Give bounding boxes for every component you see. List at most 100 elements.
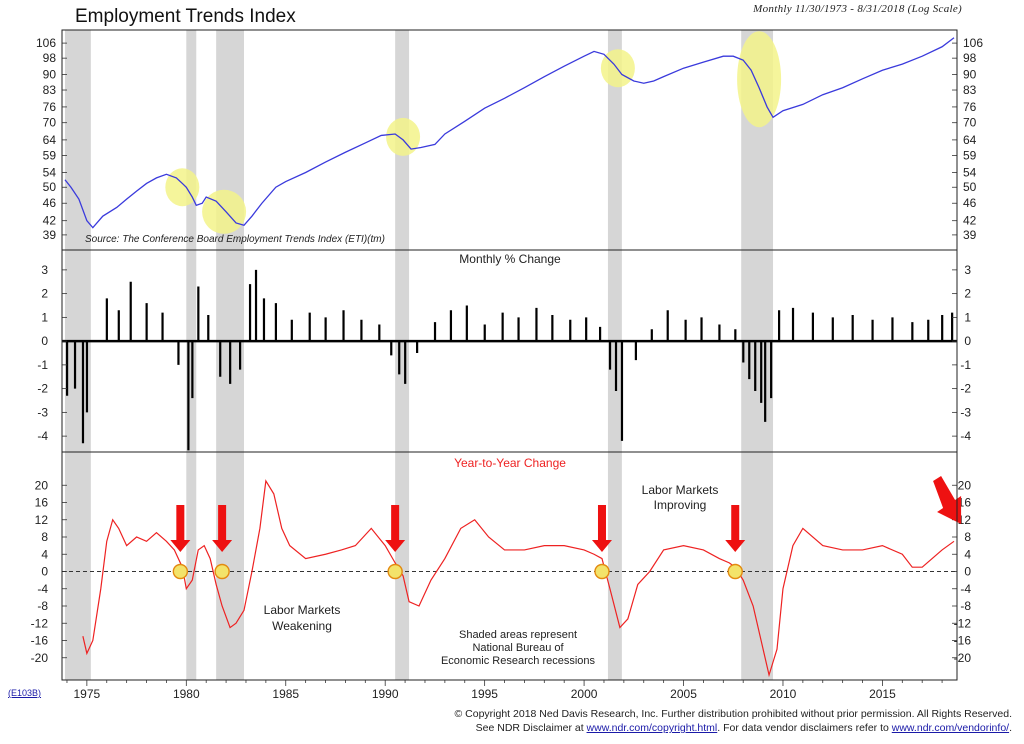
- ytick-label-right: 64: [963, 133, 977, 147]
- ytick-label-left: 2: [41, 287, 48, 301]
- mom-bar: [433, 322, 437, 342]
- mom-bar: [177, 341, 180, 365]
- copyright-link[interactable]: www.ndr.com/copyright.html: [586, 722, 718, 734]
- down-arrow: [170, 505, 191, 552]
- mom-bar: [207, 315, 210, 342]
- vendor-suffix: .: [1009, 722, 1012, 734]
- signal-arrow: [725, 505, 746, 552]
- highlight-ellipse: [386, 117, 421, 156]
- signal-circle: [172, 563, 189, 580]
- mom-bar: [871, 319, 874, 342]
- ytick-label-right: 50: [963, 180, 977, 194]
- chart-code-link[interactable]: (E103B): [8, 688, 42, 698]
- ytick-label-right: 106: [963, 36, 983, 50]
- mom-bar: [290, 319, 293, 342]
- signal-circle: [594, 563, 610, 580]
- signal-circle: [387, 563, 403, 580]
- ytick-label-left: -8: [37, 599, 48, 613]
- mom-bar: [191, 341, 194, 399]
- ytick-label-right: -20: [954, 651, 972, 665]
- annotation-improving-2: Improving: [654, 498, 707, 512]
- ytick-label-right: 83: [963, 83, 977, 97]
- ytick-label-right: 42: [963, 214, 977, 228]
- mom-bar: [791, 307, 795, 342]
- ytick-label-right: 2: [964, 287, 971, 301]
- ytick-label-left: 83: [43, 83, 57, 97]
- date-range-label: Monthly 11/30/1973 - 8/31/2018 (Log Scal…: [753, 3, 962, 15]
- mom-bar: [342, 310, 345, 342]
- ytick-label-right: 90: [963, 67, 977, 81]
- ytick-label-left: -4: [37, 582, 48, 596]
- ytick-label-right: 39: [963, 228, 977, 242]
- ytick-label-left: 8: [41, 530, 48, 544]
- mom-bar: [219, 341, 222, 377]
- recession-note-1: Shaded areas represent: [459, 629, 577, 641]
- ytick-label-right: -12: [954, 616, 972, 630]
- mom-bar: [734, 329, 737, 342]
- panel-frame: [61, 451, 958, 681]
- chart-title: Employment Trends Index: [75, 6, 296, 27]
- vendor-info-link[interactable]: www.ndr.com/vendorinfo/: [891, 722, 1010, 734]
- ytick-label-right: 70: [963, 116, 977, 130]
- source-note: Source: The Conference Board Employment …: [85, 234, 385, 245]
- panel-title-yoy: Year-to-Year Change: [454, 456, 566, 470]
- ytick-label-left: 50: [43, 180, 57, 194]
- mom-bar: [811, 312, 815, 342]
- mom-bar: [483, 324, 486, 342]
- ytick-label-left: 0: [41, 334, 48, 348]
- mom-bar: [742, 341, 745, 363]
- ytick-label-right: 20: [958, 478, 972, 492]
- down-arrow: [212, 505, 233, 552]
- mom-bar: [517, 317, 520, 342]
- mom-bar: [378, 324, 381, 342]
- ytick-label-left: 70: [43, 116, 57, 130]
- mom-bar: [569, 319, 572, 342]
- down-arrow: [385, 505, 406, 552]
- annotation-improving-1: Labor Markets: [642, 483, 719, 497]
- panel-title-monthly: Monthly % Change: [459, 252, 561, 266]
- mom-bar: [951, 312, 954, 342]
- mom-bar: [449, 310, 453, 342]
- xtick-label: 2010: [770, 687, 797, 701]
- ytick-label-right: 3: [964, 263, 971, 277]
- mom-bar: [501, 312, 504, 342]
- mom-bar: [324, 317, 327, 342]
- disclaimer-note: See NDR Disclaimer at www.ndr.com/copyri…: [476, 722, 1012, 734]
- mom-bar: [81, 341, 85, 444]
- mom-bar: [73, 341, 77, 389]
- down-arrow: [725, 505, 746, 552]
- ytick-label-left: 0: [41, 565, 48, 579]
- mom-bar: [239, 341, 242, 370]
- ytick-label-right: 8: [964, 530, 971, 544]
- ytick-label-left: -4: [37, 429, 48, 443]
- mom-bar: [248, 284, 252, 342]
- ytick-label-right: 0: [964, 565, 971, 579]
- signal-circle: [727, 563, 743, 580]
- ytick-label-right: -16: [954, 634, 972, 648]
- ytick-label-right: 54: [963, 165, 977, 179]
- ytick-label-left: 54: [43, 165, 57, 179]
- mom-bar: [262, 298, 266, 342]
- signal-arrow: [591, 505, 612, 552]
- ytick-label-right: 46: [963, 196, 977, 210]
- ytick-label-right: -2: [960, 382, 971, 396]
- mom-bar: [465, 305, 468, 342]
- ytick-label-right: -4: [960, 429, 971, 443]
- ytick-label-right: -8: [960, 599, 971, 613]
- ytick-label-left: -2: [37, 382, 48, 396]
- mom-bar: [551, 315, 554, 342]
- mom-bar: [274, 303, 278, 342]
- ytick-label-left: 12: [35, 513, 49, 527]
- ytick-label-left: 64: [43, 133, 57, 147]
- mom-bar: [770, 341, 773, 399]
- mom-bar: [666, 310, 669, 342]
- ytick-label-left: -12: [31, 616, 49, 630]
- mom-bar: [585, 317, 588, 342]
- mom-bar: [117, 310, 120, 342]
- xtick-label: 1995: [471, 687, 498, 701]
- signal-circle: [214, 563, 230, 580]
- ytick-label-left: -1: [37, 358, 48, 372]
- ytick-label-left: 76: [43, 100, 57, 114]
- recession-band: [741, 30, 774, 680]
- mom-bar: [129, 281, 132, 342]
